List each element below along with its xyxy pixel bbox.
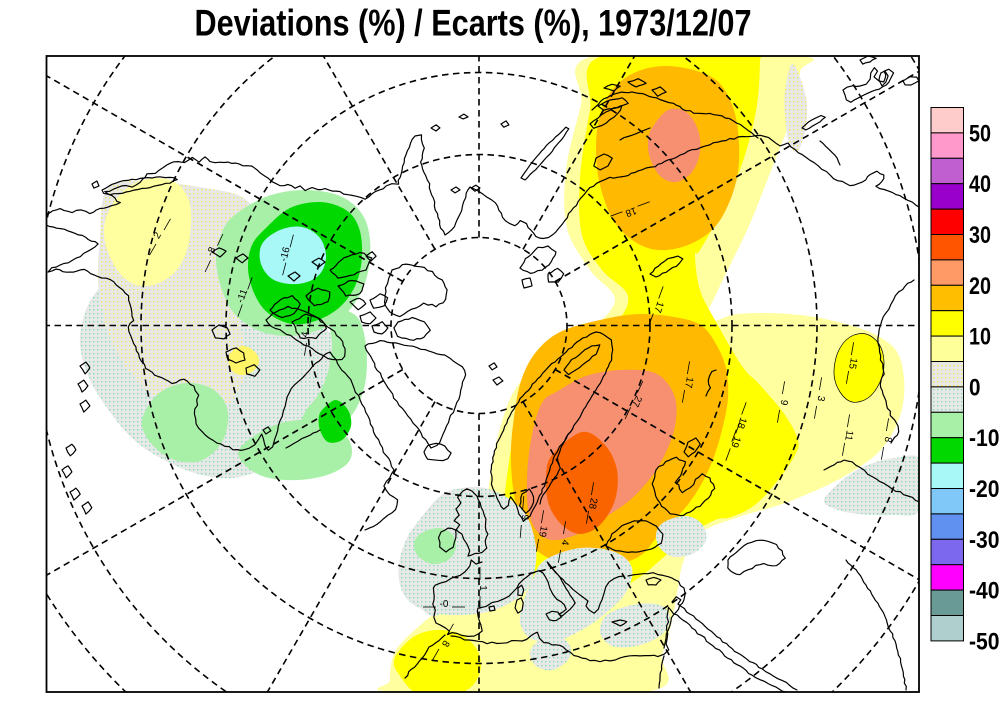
svg-text:9: 9 bbox=[519, 514, 530, 521]
svg-text:10: 10 bbox=[969, 324, 991, 351]
svg-text:9: 9 bbox=[777, 399, 789, 407]
svg-text:-40: -40 bbox=[969, 578, 1000, 605]
svg-text:4: 4 bbox=[300, 330, 312, 338]
svg-text:19: 19 bbox=[728, 435, 742, 450]
svg-text:4: 4 bbox=[558, 539, 570, 547]
svg-text:11: 11 bbox=[842, 429, 855, 442]
svg-text:50: 50 bbox=[969, 120, 991, 147]
svg-text:-0: -0 bbox=[440, 599, 449, 610]
svg-text:18: 18 bbox=[623, 204, 638, 218]
svg-text:8: 8 bbox=[439, 638, 452, 649]
svg-text:19: 19 bbox=[536, 525, 549, 538]
svg-text:Deviations (%) / Ecarts (%), 1: Deviations (%) / Ecarts (%), 1973/12/07 bbox=[195, 3, 752, 44]
svg-text:1: 1 bbox=[477, 585, 488, 591]
svg-text:2: 2 bbox=[152, 230, 165, 241]
svg-text:-50: -50 bbox=[969, 628, 1000, 655]
svg-text:-30: -30 bbox=[969, 527, 1000, 554]
svg-text:27: 27 bbox=[629, 394, 644, 409]
svg-text:30: 30 bbox=[969, 222, 991, 249]
svg-text:18: 18 bbox=[734, 416, 748, 431]
svg-text:8: 8 bbox=[881, 436, 893, 444]
svg-text:20: 20 bbox=[969, 273, 991, 300]
svg-text:3: 3 bbox=[814, 395, 826, 403]
svg-text:-10: -10 bbox=[969, 425, 1000, 452]
svg-text:17: 17 bbox=[682, 376, 695, 389]
svg-text:17: 17 bbox=[651, 300, 665, 315]
svg-text:28: 28 bbox=[586, 497, 599, 510]
svg-text:40: 40 bbox=[969, 171, 991, 198]
svg-text:-11: -11 bbox=[235, 287, 250, 304]
svg-text:15: 15 bbox=[846, 357, 859, 370]
svg-text:-20: -20 bbox=[969, 476, 1000, 503]
svg-text:0: 0 bbox=[969, 374, 981, 401]
svg-text:-16: -16 bbox=[278, 246, 292, 263]
